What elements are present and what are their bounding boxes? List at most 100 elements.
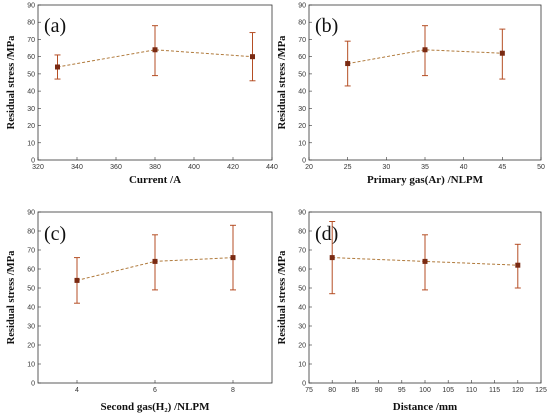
tick-layer: 0 10 20 30 40 50 60 70 80 90 20 25 30 35 40 45 50 xyxy=(298,3,545,172)
series-layer xyxy=(54,25,256,82)
panel-label: (d) xyxy=(315,223,338,245)
y-tick-label: 60 xyxy=(27,267,35,274)
x-tick-label: 420 xyxy=(227,164,239,171)
y-tick-label: 50 xyxy=(27,286,35,293)
x-axis-label: Distance /mm xyxy=(393,401,457,413)
x-tick-label: 8 xyxy=(231,387,235,394)
y-tick-label: 80 xyxy=(27,20,35,27)
y-tick-label: 30 xyxy=(27,324,35,331)
x-tick-label: 380 xyxy=(149,164,161,171)
series-layer xyxy=(344,25,506,87)
y-axis-label: Residual stress /MPa xyxy=(277,250,288,344)
series-line xyxy=(347,49,503,65)
y-tick-label: 60 xyxy=(298,267,306,274)
x-tick-label: 4 xyxy=(75,387,79,394)
y-tick-label: 60 xyxy=(27,54,35,61)
tick-layer: 0 10 20 30 40 50 60 70 80 90 320 340 360 380 400 420 440 xyxy=(27,3,278,172)
y-tick-label: 90 xyxy=(27,3,35,10)
data-point xyxy=(499,50,505,56)
y-tick-label: 80 xyxy=(298,20,306,27)
y-tick-label: 0 xyxy=(302,158,306,165)
y-tick-label: 70 xyxy=(27,37,35,44)
y-tick-label: 40 xyxy=(27,89,35,96)
y-tick-label: 20 xyxy=(298,123,306,130)
y-axis-label: Residual stress /MPa xyxy=(277,35,288,129)
x-tick-label: 320 xyxy=(32,164,44,171)
x-tick-label: 6 xyxy=(153,387,157,394)
x-tick-label: 400 xyxy=(188,164,200,171)
x-tick-label: 80 xyxy=(328,387,336,394)
x-tick-label: 90 xyxy=(375,387,383,394)
y-tick-label: 20 xyxy=(27,123,35,130)
y-tick-label: 10 xyxy=(27,362,35,369)
y-tick-label: 50 xyxy=(298,71,306,78)
y-tick-label: 80 xyxy=(298,229,306,236)
tick-layer: 0 10 20 30 40 50 60 70 80 90 75 80 85 90 95 100 105 110 11… xyxy=(298,210,547,395)
y-axis-label: Residual stress /MPa xyxy=(6,250,17,344)
x-axis-label: Second gas(H₂) /NLPM xyxy=(100,401,210,413)
data-point xyxy=(230,255,236,261)
y-tick-label: 0 xyxy=(31,381,35,388)
x-tick-label: 20 xyxy=(305,164,313,171)
y-tick-label: 40 xyxy=(27,305,35,312)
x-tick-label: 120 xyxy=(512,387,524,394)
x-tick-label: 115 xyxy=(489,387,500,394)
data-point xyxy=(515,262,521,268)
y-tick-label: 30 xyxy=(27,106,35,113)
tick-layer: 0 10 20 30 40 50 60 70 80 90 4 6 8 xyxy=(27,210,235,395)
x-tick-label: 25 xyxy=(344,164,352,171)
y-tick-label: 80 xyxy=(27,229,35,236)
x-tick-label: 440 xyxy=(266,164,278,171)
y-tick-label: 40 xyxy=(298,305,306,312)
x-tick-label: 40 xyxy=(460,164,468,171)
y-tick-label: 90 xyxy=(27,210,35,217)
chart-panel-d: (d) Distance /mm Residual stress /MPa 0 1… xyxy=(277,210,547,414)
y-tick-label: 0 xyxy=(31,158,35,165)
y-tick-label: 70 xyxy=(298,248,306,255)
chart-panel-a: (a) Current /A Residual stress /MPa 0 10 2… xyxy=(6,3,278,187)
data-point xyxy=(55,64,60,70)
x-tick-label: 35 xyxy=(421,164,429,171)
data-point xyxy=(152,258,158,264)
y-tick-label: 70 xyxy=(298,37,306,44)
y-tick-label: 90 xyxy=(298,3,306,10)
y-tick-label: 50 xyxy=(298,286,306,293)
x-tick-label: 75 xyxy=(305,387,313,394)
x-tick-label: 100 xyxy=(419,387,431,394)
x-tick-label: 50 xyxy=(537,164,545,171)
x-tick-label: 360 xyxy=(110,164,122,171)
data-point xyxy=(345,61,351,67)
y-tick-label: 30 xyxy=(298,324,306,331)
x-tick-label: 30 xyxy=(382,164,390,171)
series-layer xyxy=(74,224,236,304)
data-point xyxy=(329,255,335,261)
y-axis-label: Residual stress /MPa xyxy=(6,35,17,129)
x-tick-label: 125 xyxy=(535,387,547,394)
y-tick-label: 0 xyxy=(302,381,306,388)
data-point xyxy=(152,47,158,53)
y-tick-label: 30 xyxy=(298,106,306,113)
x-axis-label: Current /A xyxy=(129,174,181,186)
x-tick-label: 110 xyxy=(466,387,477,394)
y-tick-label: 20 xyxy=(298,343,306,350)
y-tick-label: 40 xyxy=(298,89,306,96)
panel-label: (a) xyxy=(44,15,66,37)
x-axis-label: Primary gas(Ar) /NLPM xyxy=(367,174,484,186)
y-tick-label: 90 xyxy=(298,210,306,217)
y-tick-label: 10 xyxy=(298,140,306,147)
y-tick-label: 10 xyxy=(27,140,35,147)
y-tick-label: 10 xyxy=(298,362,306,369)
series-layer xyxy=(329,221,521,295)
x-tick-label: 105 xyxy=(442,387,454,394)
panel-label: (c) xyxy=(44,223,66,245)
data-point xyxy=(250,54,255,60)
data-point xyxy=(74,277,80,283)
x-tick-label: 95 xyxy=(398,387,406,394)
y-tick-label: 20 xyxy=(27,343,35,350)
panel-label: (b) xyxy=(315,15,338,37)
y-tick-label: 60 xyxy=(298,54,306,61)
data-point xyxy=(422,47,428,53)
y-tick-label: 70 xyxy=(27,248,35,255)
chart-panel-b: (b) Primary gas(Ar) /NLPM Residual stres… xyxy=(277,3,545,187)
